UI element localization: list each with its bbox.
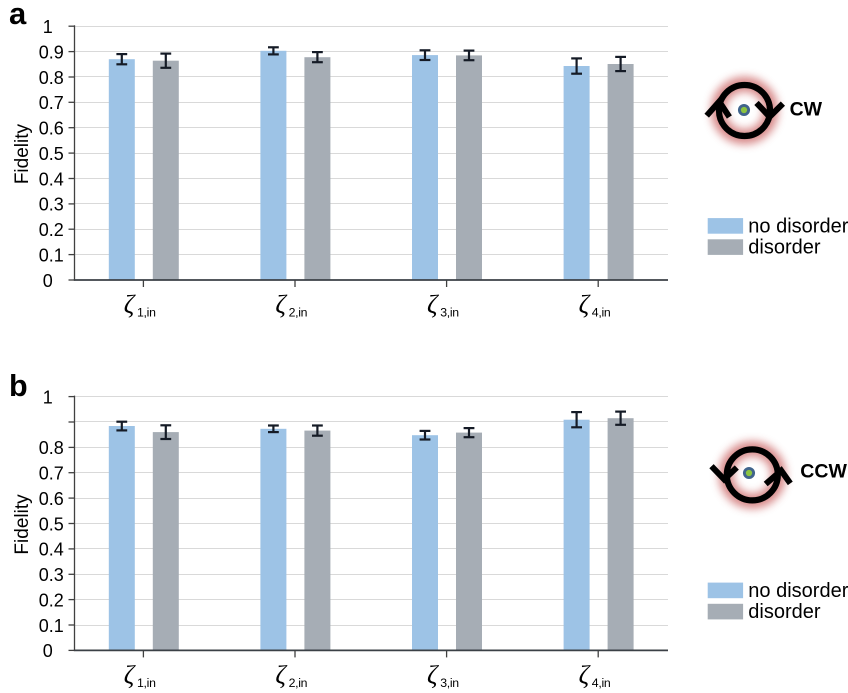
svg-text:Fidelity: Fidelity [12, 494, 33, 555]
svg-text:0: 0 [43, 641, 53, 661]
svg-text:0.2: 0.2 [39, 590, 64, 610]
svg-text:ζ: ζ [579, 660, 591, 689]
svg-text:1: 1 [43, 387, 53, 407]
svg-text:ζ: ζ [275, 290, 287, 319]
svg-text:no disorder: no disorder [748, 215, 848, 237]
svg-text:a: a [9, 0, 27, 31]
svg-text:0.3: 0.3 [39, 565, 64, 585]
svg-text:0.1: 0.1 [39, 245, 64, 265]
svg-text:ζ: ζ [124, 290, 136, 319]
svg-text:0.2: 0.2 [39, 220, 64, 240]
svg-text:0.4: 0.4 [39, 169, 64, 189]
svg-text:2,in: 2,in [289, 306, 308, 320]
svg-text:3,in: 3,in [440, 676, 459, 690]
svg-text:1,in: 1,in [137, 306, 156, 320]
svg-text:0.6: 0.6 [39, 119, 64, 139]
svg-text:ζ: ζ [275, 660, 287, 689]
svg-text:ζ: ζ [579, 290, 591, 319]
svg-text:1,in: 1,in [137, 676, 156, 690]
svg-text:ζ: ζ [124, 660, 136, 689]
svg-text:ζ: ζ [427, 290, 439, 319]
svg-text:0.7: 0.7 [39, 464, 64, 484]
svg-text:0.8: 0.8 [39, 438, 64, 458]
svg-text:no disorder: no disorder [748, 580, 848, 602]
svg-text:disorder: disorder [748, 601, 821, 623]
svg-text:0.3: 0.3 [39, 195, 64, 215]
svg-text:b: b [9, 369, 28, 403]
svg-text:0: 0 [43, 271, 53, 291]
svg-text:4,in: 4,in [592, 676, 611, 690]
svg-text:0.5: 0.5 [39, 514, 64, 534]
svg-text:1: 1 [43, 17, 53, 37]
svg-text:Fidelity: Fidelity [12, 124, 33, 185]
svg-text:0.8: 0.8 [39, 68, 64, 88]
svg-text:0.5: 0.5 [39, 144, 64, 164]
svg-text:CCW: CCW [800, 461, 847, 483]
svg-text:0.1: 0.1 [39, 616, 64, 636]
svg-text:0.4: 0.4 [39, 540, 64, 560]
svg-text:0.6: 0.6 [39, 489, 64, 509]
svg-text:4,in: 4,in [592, 306, 611, 320]
svg-text:ζ: ζ [427, 660, 439, 689]
svg-text:disorder: disorder [748, 237, 821, 259]
svg-text:0.7: 0.7 [39, 93, 64, 113]
svg-text:3,in: 3,in [440, 306, 459, 320]
svg-text:0.9: 0.9 [39, 42, 64, 62]
svg-text:2,in: 2,in [289, 676, 308, 690]
svg-text:CW: CW [790, 99, 823, 121]
